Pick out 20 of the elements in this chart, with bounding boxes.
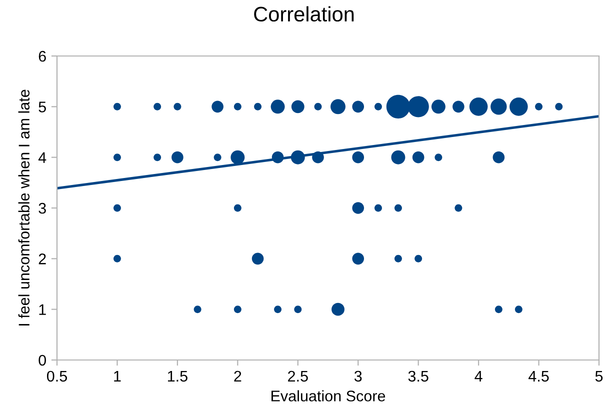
y-tick-label: 1	[39, 304, 46, 315]
x-tick-label: 0.5	[46, 370, 67, 382]
y-tick-label: 3	[38, 202, 46, 214]
x-tick-label: 3	[354, 370, 362, 382]
x-tick-label: 1	[114, 370, 121, 382]
x-tick-label: 3.5	[408, 370, 428, 382]
y-tick-label: 6	[38, 50, 46, 62]
y-tick-label: 4	[38, 152, 46, 163]
chart-title: Correlation	[254, 6, 354, 22]
y-axis-title: I feel uncomfortable when I am late	[18, 90, 30, 326]
x-tick-label: 5	[595, 370, 603, 382]
y-tick-label: 5	[38, 102, 46, 112]
x-tick-label: 4	[474, 370, 482, 382]
x-tick-label: 4.5	[528, 370, 549, 382]
x-tick-label: 1.5	[168, 370, 188, 382]
x-axis-title: Evaluation Score	[272, 390, 386, 402]
x-tick-label: 2.5	[288, 370, 308, 382]
y-tick-label: 0	[38, 354, 46, 366]
y-tick-label: 2	[38, 254, 46, 264]
x-tick-label: 2	[234, 370, 242, 382]
